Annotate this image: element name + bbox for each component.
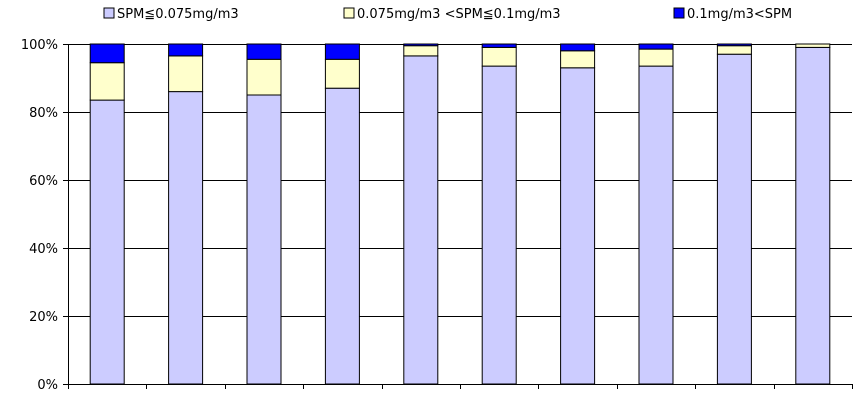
bar-segment-4-series-3	[324, 43, 360, 60]
bar-segment-2-series-2	[168, 55, 204, 93]
bar-stack-9	[716, 43, 752, 385]
bar-segment-3-series-2	[246, 58, 282, 96]
bar-segment-3-series-3	[246, 43, 282, 60]
bar-segment-6-series-3	[481, 43, 517, 48]
bar-segment-6-series-1	[481, 65, 517, 385]
legend-item-spm-high: 0.1mg/m3<SPM	[673, 7, 792, 22]
y-tick-label-20pct: 20%	[29, 310, 58, 325]
legend-label-spm-mid: 0.075mg/m3 <SPM≦0.1mg/m3	[357, 7, 561, 22]
bar-stack-5	[403, 43, 439, 385]
bar-segment-1-series-2	[89, 62, 125, 101]
bar-segment-5-series-1	[403, 55, 439, 385]
bar-segment-9-series-3	[716, 43, 752, 47]
legend: SPM≦0.075mg/m3 0.075mg/m3 <SPM≦0.1mg/m3 …	[103, 7, 792, 22]
bar-segment-2-series-3	[168, 43, 204, 57]
bar-stack-4	[324, 43, 360, 385]
y-tick-label-0pct: 0%	[37, 378, 58, 393]
bar-segment-5-series-3	[403, 43, 439, 47]
legend-label-spm-low: SPM≦0.075mg/m3	[117, 7, 239, 22]
bar-stack-8	[638, 43, 674, 385]
bar-segment-1-series-1	[89, 99, 125, 385]
axes	[63, 44, 853, 389]
bar-segment-4-series-1	[324, 87, 360, 385]
legend-label-spm-high: 0.1mg/m3<SPM	[687, 7, 792, 22]
bar-segment-10-series-2	[795, 43, 831, 48]
bar-segment-8-series-1	[638, 65, 674, 385]
bar-segment-7-series-3	[560, 43, 596, 52]
bar-segment-7-series-2	[560, 50, 596, 69]
legend-item-spm-low: SPM≦0.075mg/m3	[103, 7, 239, 22]
bars	[89, 43, 831, 385]
bar-segment-2-series-1	[168, 91, 204, 385]
bar-segment-9-series-2	[716, 45, 752, 55]
legend-swatch-spm-high	[673, 7, 685, 19]
bar-stack-6	[481, 43, 517, 385]
bar-stack-3	[246, 43, 282, 385]
bar-segment-3-series-1	[246, 94, 282, 385]
bar-segment-9-series-1	[716, 53, 752, 385]
bar-segment-4-series-2	[324, 58, 360, 89]
bar-segment-10-series-1	[795, 46, 831, 385]
y-tick-label-100pct: 100%	[21, 38, 58, 53]
bar-segment-1-series-3	[89, 43, 125, 64]
bar-stack-2	[168, 43, 204, 385]
legend-swatch-spm-mid	[343, 7, 355, 19]
y-tick-label-40pct: 40%	[29, 242, 58, 257]
bar-segment-6-series-2	[481, 46, 517, 67]
bar-segment-7-series-1	[560, 67, 596, 385]
legend-item-spm-mid: 0.075mg/m3 <SPM≦0.1mg/m3	[343, 7, 561, 22]
bar-stack-7	[560, 43, 596, 385]
bar-stack-1	[89, 43, 125, 385]
y-tick-label-80pct: 80%	[29, 106, 58, 121]
y-tick-label-60pct: 60%	[29, 174, 58, 189]
bar-segment-8-series-2	[638, 48, 674, 67]
legend-swatch-spm-low	[103, 7, 115, 19]
y-axis-tick-labels: 0% 20% 40% 60% 80% 100%	[21, 38, 58, 393]
bar-segment-5-series-2	[403, 45, 439, 57]
bar-segment-8-series-3	[638, 43, 674, 50]
bar-stack-10	[795, 43, 831, 385]
